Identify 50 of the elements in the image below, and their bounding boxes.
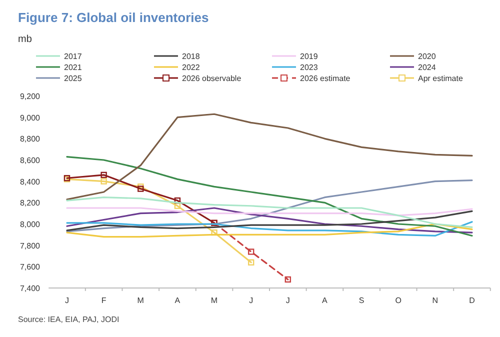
chart-title: Figure 7: Global oil inventories bbox=[18, 10, 209, 25]
line-series bbox=[66, 113, 473, 200]
source-note: Source: IEA, EIA, PAJ, JODI bbox=[18, 315, 120, 324]
y-tick-label: 7,800 bbox=[20, 241, 41, 250]
line-series bbox=[66, 207, 473, 216]
x-tick-label: A bbox=[322, 296, 328, 305]
legend-label: 2021 bbox=[64, 63, 82, 72]
legend-label: 2019 bbox=[300, 52, 318, 61]
point bbox=[174, 197, 181, 204]
legend-label: 2026 observable bbox=[182, 74, 242, 83]
line-series bbox=[66, 196, 473, 228]
line-series bbox=[66, 179, 473, 232]
y-tick-label: 9,000 bbox=[20, 113, 41, 122]
point bbox=[100, 172, 107, 178]
x-tick-label: S bbox=[358, 296, 364, 305]
y-tick-label: 8,000 bbox=[20, 220, 41, 229]
y-tick-label: 8,800 bbox=[20, 134, 41, 144]
legend-label: 2017 bbox=[64, 52, 82, 61]
legend-label: 2023 bbox=[300, 63, 318, 72]
legend-label: 2018 bbox=[182, 52, 200, 61]
y-tick-label: 9,200 bbox=[20, 92, 41, 101]
x-tick-label: M bbox=[210, 296, 218, 305]
y-tick-label: 7,600 bbox=[20, 262, 41, 272]
y-tick-label: 8,600 bbox=[20, 156, 41, 165]
legend-label: 2025 bbox=[64, 74, 82, 83]
legend-label: 2022 bbox=[182, 63, 200, 72]
x-tick-label: D bbox=[469, 296, 476, 305]
legend-label: 2020 bbox=[418, 52, 436, 61]
point bbox=[211, 229, 218, 236]
x-tick-label: M bbox=[137, 296, 144, 305]
y-tick-label: 8,200 bbox=[20, 198, 41, 208]
x-tick-label: A bbox=[174, 296, 181, 305]
x-tick-label: J bbox=[286, 296, 290, 305]
point bbox=[174, 202, 181, 209]
legend-label: Apr estimate bbox=[418, 74, 464, 83]
x-tick-label: J bbox=[249, 296, 254, 305]
x-tick-label: N bbox=[432, 296, 438, 305]
x-tick-label: J bbox=[65, 296, 69, 305]
point bbox=[248, 259, 254, 266]
legend-label: 2026 estimate bbox=[300, 74, 351, 83]
point bbox=[100, 178, 107, 184]
x-tick-label: F bbox=[101, 296, 106, 305]
point bbox=[284, 276, 292, 283]
line-series bbox=[66, 156, 473, 237]
x-tick-label: O bbox=[395, 296, 402, 305]
legend-label: 2024 bbox=[418, 63, 436, 72]
y-tick-label: 8,400 bbox=[20, 177, 41, 186]
y-axis-title: mb bbox=[18, 34, 32, 45]
point bbox=[248, 248, 254, 255]
y-tick-label: 7,400 bbox=[20, 284, 41, 293]
